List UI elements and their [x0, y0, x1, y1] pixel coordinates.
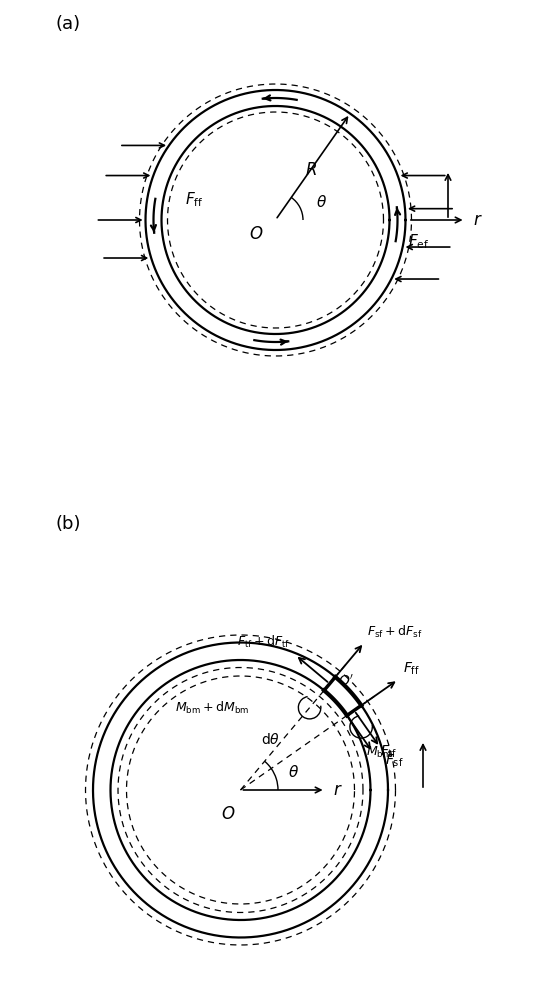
Text: $r$: $r$	[333, 781, 343, 799]
Text: $\theta$: $\theta$	[288, 764, 299, 780]
Text: $R$: $R$	[305, 161, 316, 179]
Text: $M_{\rm bm}+{\rm d}M_{\rm bm}$: $M_{\rm bm}+{\rm d}M_{\rm bm}$	[175, 700, 250, 716]
Text: (b): (b)	[56, 515, 81, 533]
Text: $r$: $r$	[473, 211, 483, 229]
Text: (a): (a)	[56, 15, 80, 33]
Text: $F_{\rm tf}$: $F_{\rm tf}$	[380, 744, 398, 760]
Text: $M_{\rm bm}$: $M_{\rm bm}$	[366, 744, 392, 760]
Text: $F_{\rm ff}$: $F_{\rm ff}$	[185, 191, 203, 209]
Text: $F_{\rm tf}+{\rm d}F_{\rm tf}$: $F_{\rm tf}+{\rm d}F_{\rm tf}$	[237, 634, 290, 650]
Text: d$\theta$: d$\theta$	[261, 732, 280, 748]
Text: $F_{\rm ef}$: $F_{\rm ef}$	[408, 232, 429, 251]
Text: $O$: $O$	[221, 805, 235, 823]
Text: $F_{\rm ff}$: $F_{\rm ff}$	[403, 661, 420, 677]
Text: $F_{\rm sf}+{\rm d}F_{\rm sf}$: $F_{\rm sf}+{\rm d}F_{\rm sf}$	[367, 624, 422, 640]
Text: $O'$: $O'$	[338, 674, 354, 689]
Text: $\theta$: $\theta$	[316, 194, 327, 210]
Text: $O$: $O$	[249, 225, 263, 243]
Text: $F_{\rm sf}$: $F_{\rm sf}$	[385, 752, 403, 769]
